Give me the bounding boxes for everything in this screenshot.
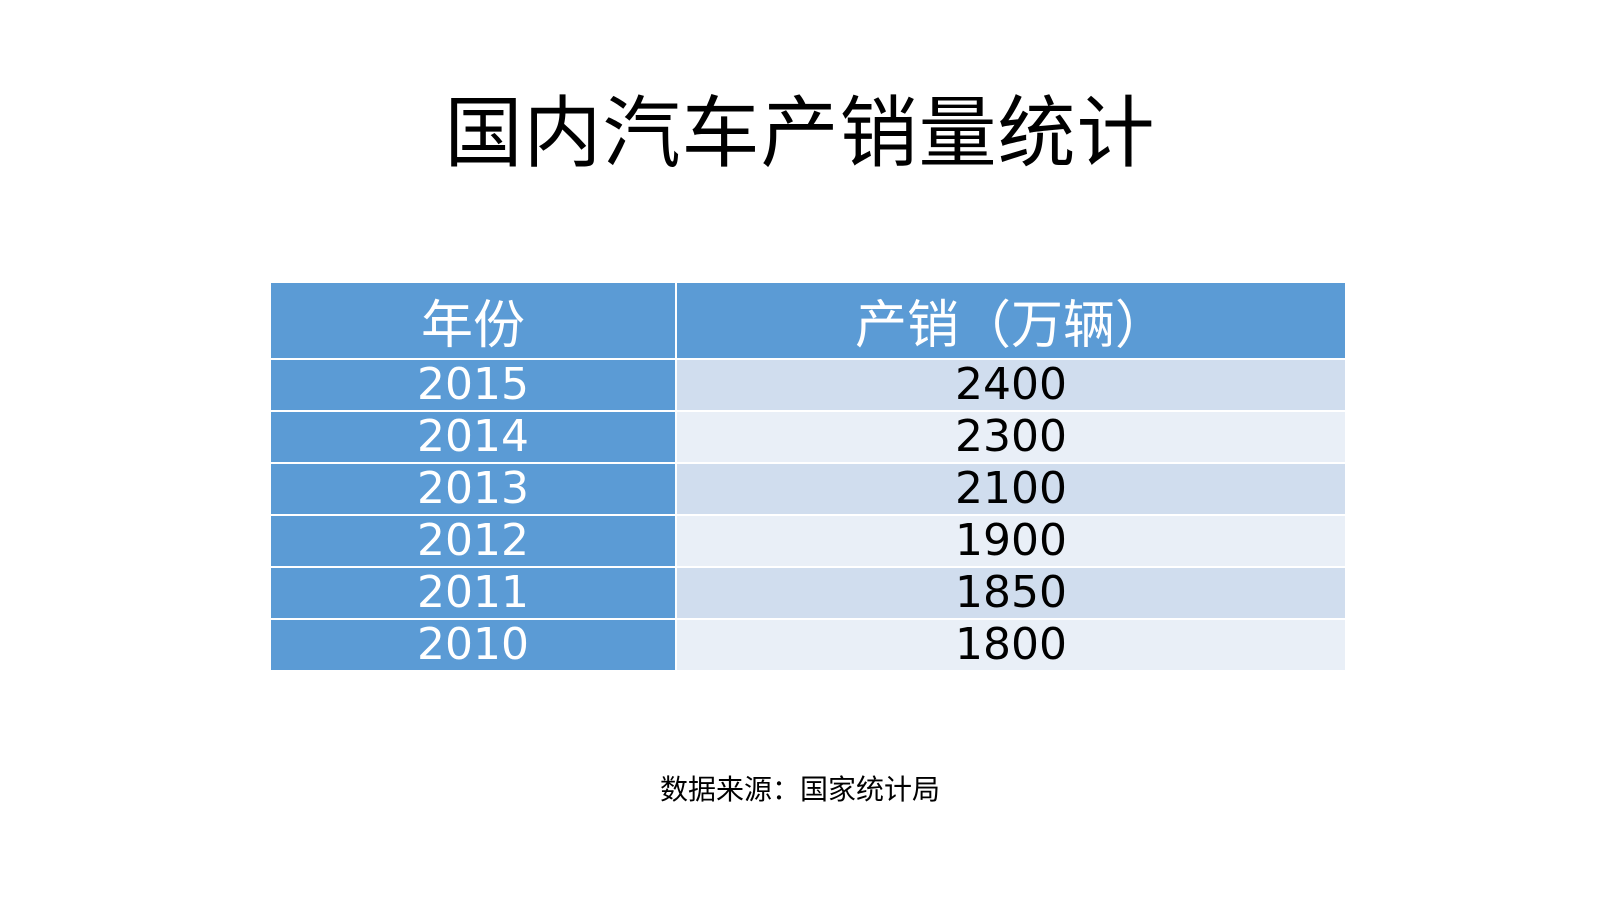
page-title: 国内汽车产销量统计: [444, 89, 1156, 179]
column-header-production-sales: 产销（万辆）: [675, 281, 1347, 360]
year-cell: 2014: [269, 410, 677, 464]
table-row: 2011 1850: [269, 566, 1347, 620]
value-cell: 1800: [675, 618, 1347, 672]
table-row: 2014 2300: [269, 410, 1347, 464]
table-header-row: 年份 产销（万辆）: [269, 281, 1347, 360]
value-cell: 2400: [675, 358, 1347, 412]
table-row: 2013 2100: [269, 462, 1347, 516]
data-table-container: 年份 产销（万辆） 2015 2400 2014 2300 2013 2100 …: [269, 281, 1347, 672]
year-cell: 2011: [269, 566, 677, 620]
value-cell: 2300: [675, 410, 1347, 464]
source-note: 数据来源：国家统计局: [659, 773, 940, 806]
value-cell: 1850: [675, 566, 1347, 620]
value-cell: 1900: [675, 514, 1347, 568]
year-cell: 2012: [269, 514, 677, 568]
year-cell: 2015: [269, 358, 677, 412]
data-table: 年份 产销（万辆） 2015 2400 2014 2300 2013 2100 …: [269, 281, 1347, 672]
year-cell: 2013: [269, 462, 677, 516]
table-row: 2012 1900: [269, 514, 1347, 568]
table-row: 2015 2400: [269, 358, 1347, 412]
table-row: 2010 1800: [269, 618, 1347, 672]
year-cell: 2010: [269, 618, 677, 672]
column-header-year: 年份: [269, 281, 677, 360]
value-cell: 2100: [675, 462, 1347, 516]
